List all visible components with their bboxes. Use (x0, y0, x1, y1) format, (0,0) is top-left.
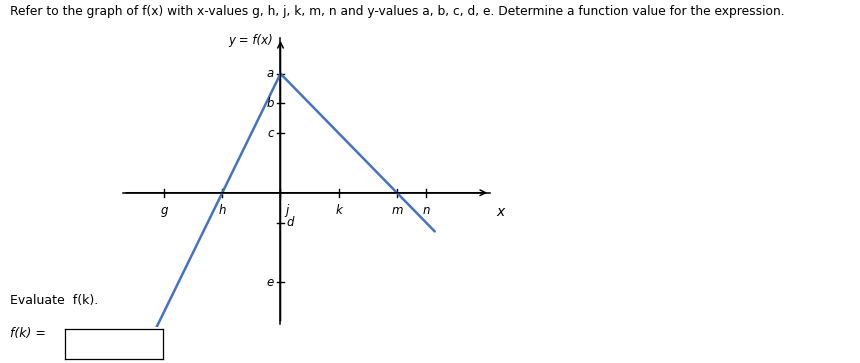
Text: b: b (267, 97, 274, 110)
Text: Refer to the graph of f(x) with x-values g, h, j, k, m, n and y-values a, b, c, : Refer to the graph of f(x) with x-values… (10, 5, 785, 19)
Text: y = f(x): y = f(x) (229, 33, 273, 46)
Text: h: h (218, 204, 226, 217)
Text: g: g (160, 204, 168, 217)
Text: d: d (287, 216, 294, 229)
Text: a: a (267, 67, 274, 80)
Text: m: m (391, 204, 402, 217)
Text: n: n (422, 204, 430, 217)
Text: f(k) =: f(k) = (10, 327, 46, 340)
Text: Evaluate  f(k).: Evaluate f(k). (10, 294, 99, 307)
Text: e: e (267, 276, 274, 289)
Text: k: k (335, 204, 342, 217)
Text: j: j (286, 204, 289, 217)
Text: x: x (496, 205, 504, 219)
Text: c: c (267, 127, 274, 140)
